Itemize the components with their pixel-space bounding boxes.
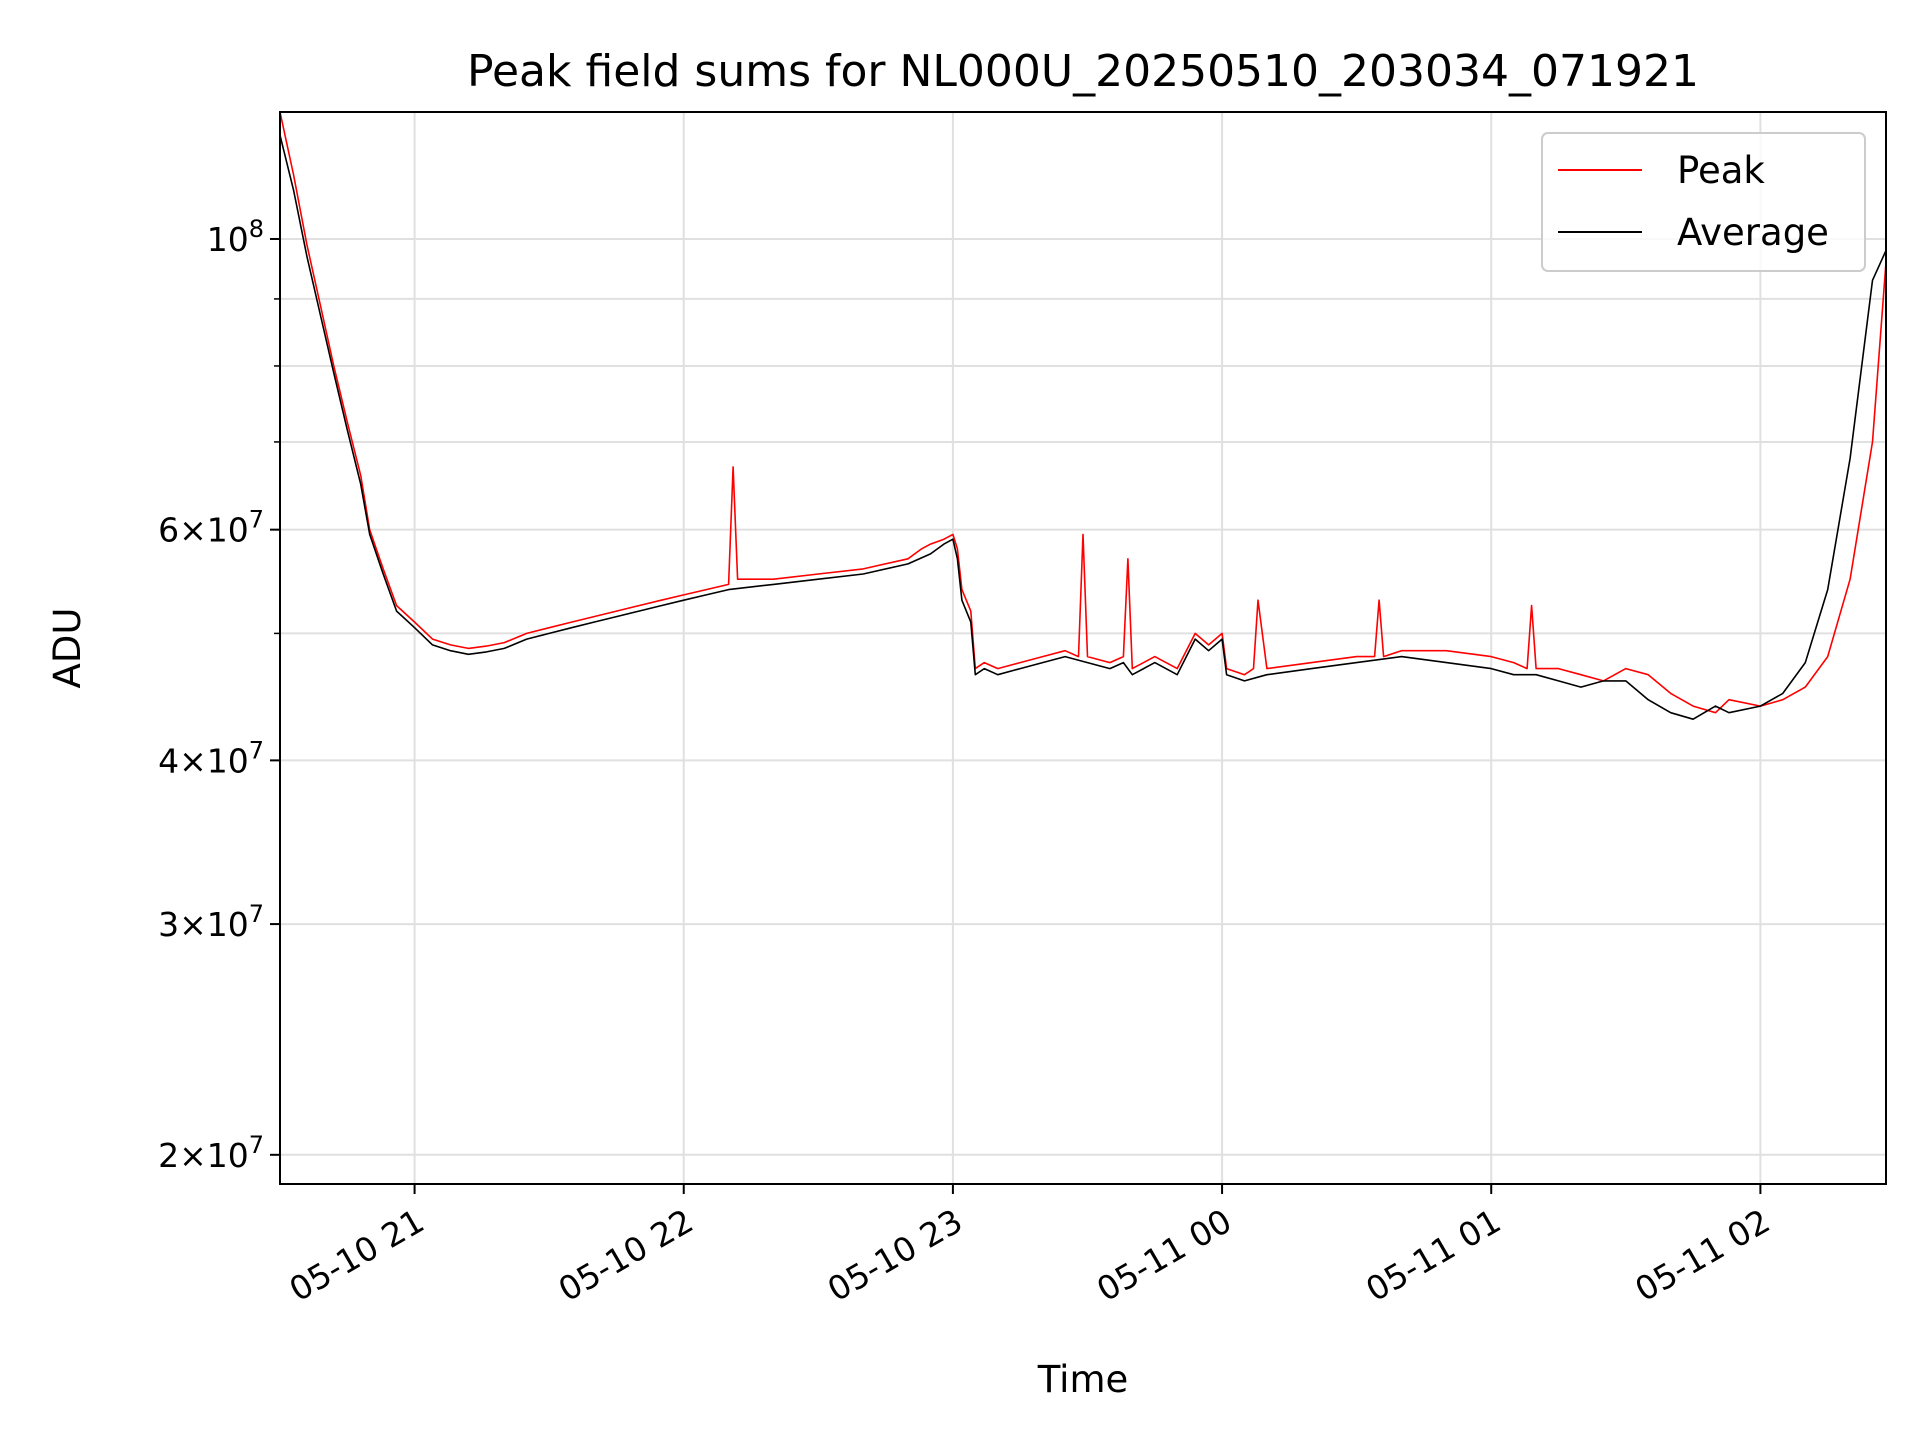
legend: Peak Average [1541,132,1866,272]
y-tick-label: 3×107 [158,900,264,944]
chart-title: Peak field sums for NL000U_20250510_2030… [467,46,1699,97]
y-axis: 2×107 3×107 4×107 6×107 108 [158,215,280,1175]
y-tick-label: 2×107 [158,1131,264,1175]
series-line-average [279,135,1887,721]
y-tick-label: 108 [207,215,264,259]
series-line-peak [279,111,1887,714]
legend-label-average: Average [1677,211,1829,254]
y-tick-label: 4×107 [158,736,264,780]
y-axis-label: ADU [46,608,89,689]
legend-box [1541,132,1866,272]
series-layer [279,111,1887,721]
x-axis-label: Time [1037,1358,1129,1401]
y-tick-label: 6×107 [158,506,264,550]
plot-frame [279,111,1887,1185]
legend-label-peak: Peak [1677,149,1765,192]
